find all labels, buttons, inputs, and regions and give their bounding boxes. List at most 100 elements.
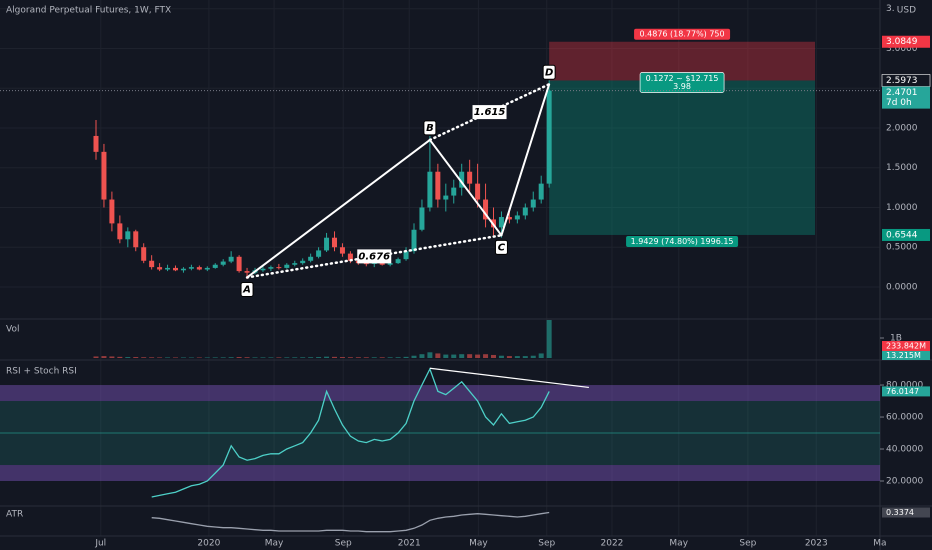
price-tag-label: 0.6544	[886, 230, 918, 240]
atr-title: ATR	[6, 510, 23, 520]
ratio-box	[357, 249, 392, 264]
candle-body	[522, 207, 528, 216]
volume-bar	[252, 357, 258, 358]
point-box	[542, 64, 556, 80]
entry-label-box	[639, 72, 725, 93]
candle-body	[475, 183, 481, 200]
volume-bar	[141, 357, 147, 358]
atr-line	[151, 511, 550, 533]
x-tick-label: Sep	[739, 539, 756, 549]
y-tick-label: 2.0000	[886, 123, 918, 133]
candle-body	[268, 267, 274, 269]
candle-body	[117, 223, 123, 240]
point-box	[240, 281, 254, 297]
candle-body	[308, 256, 314, 261]
volume-bar	[443, 354, 449, 358]
volume-bar	[268, 357, 274, 358]
candle-body	[379, 262, 385, 265]
y-tick-label: 3.	[886, 4, 895, 14]
x-tick-label: 2020	[197, 539, 220, 549]
candle-body	[220, 261, 226, 265]
divergence-line	[429, 367, 589, 389]
rsi-line	[151, 367, 550, 498]
volume-tag-label: 13.215M	[886, 351, 921, 360]
volume-tag	[882, 351, 930, 360]
candle-body	[212, 264, 218, 268]
candle-body	[467, 171, 473, 184]
volume-tag-label: 233.842M	[886, 342, 926, 351]
x-tick-label: 2021	[398, 539, 421, 549]
point-label: D	[545, 67, 553, 78]
candle-body	[395, 259, 401, 264]
ratio-label: 0.676	[358, 251, 390, 262]
volume-bar	[109, 356, 115, 358]
volume-bar	[379, 357, 385, 358]
volume-bar	[339, 357, 345, 358]
volume-bar	[451, 354, 457, 358]
target-label: 1.9429 (74.80%) 1996.15	[631, 237, 734, 246]
volume-bar	[324, 356, 330, 358]
candle-body	[427, 171, 433, 208]
stop-label-box	[634, 28, 731, 40]
candle-body	[188, 267, 194, 269]
candle-body	[244, 271, 250, 273]
candle-body	[403, 251, 409, 260]
price-tag-label: 2.4701	[886, 88, 918, 98]
ratio-label: 1.615	[474, 107, 506, 118]
volume-bar	[276, 357, 282, 358]
pattern-leg	[246, 138, 431, 279]
candle-body	[483, 199, 489, 220]
rsi-tag	[882, 386, 930, 397]
candle-body	[538, 183, 544, 200]
y-tick-label: 1.0000	[886, 203, 918, 213]
point-label: A	[242, 284, 251, 295]
candle-body	[204, 267, 210, 270]
candle-body	[443, 195, 449, 200]
volume-bar	[514, 356, 520, 358]
entry-ratio: 3.98	[673, 82, 691, 91]
volume-bar	[284, 357, 290, 358]
candle-body	[141, 247, 147, 261]
point-label: B	[426, 123, 434, 134]
point-label: C	[498, 242, 506, 253]
candle-body	[459, 171, 465, 188]
candle-body	[165, 267, 171, 270]
pattern-leg	[428, 138, 503, 237]
entry-label: 0.1272 ~ $12.715	[646, 74, 719, 83]
volume-bar	[173, 357, 178, 358]
candle-body	[451, 187, 457, 196]
candle-body	[133, 231, 139, 248]
candle-body	[149, 260, 155, 268]
y-tick-label: 40.0000	[886, 445, 923, 455]
volume-bar	[220, 357, 226, 358]
volume-bar	[498, 355, 504, 358]
rsi-upper-band	[0, 385, 880, 402]
candle-body	[498, 217, 504, 228]
volume-bar	[538, 353, 544, 358]
volume-bar	[101, 356, 107, 358]
volume-bar	[308, 357, 314, 358]
price-tag	[882, 35, 930, 48]
x-tick-label: May	[469, 539, 488, 549]
volume-bar	[522, 356, 528, 358]
volume-bar	[316, 357, 322, 358]
rsi-title: RSI + Stoch RSI	[6, 367, 77, 377]
pattern-leg	[500, 83, 551, 237]
volume-bar	[546, 320, 552, 358]
candle-body	[196, 267, 202, 270]
volume-bar	[117, 356, 123, 358]
volume-tag	[882, 341, 930, 351]
volume-bar	[435, 353, 441, 358]
candle-body	[228, 256, 234, 262]
candle-body	[435, 171, 441, 200]
volume-bar	[411, 355, 417, 358]
atr-tag-label: 0.3374	[886, 508, 914, 517]
ratio-box	[472, 105, 507, 120]
y-tick-label: 3.0000	[886, 44, 918, 54]
volume-bar	[467, 354, 473, 358]
volume-bar	[419, 354, 425, 358]
volume-bar	[530, 355, 536, 358]
